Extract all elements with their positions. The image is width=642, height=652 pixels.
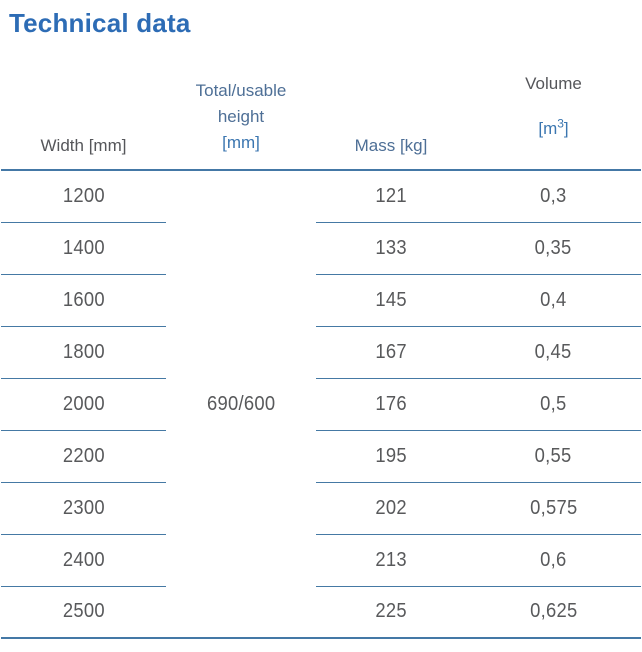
width-cell: 1800	[1, 326, 166, 379]
table-row: 2000 176 0,5	[1, 378, 641, 431]
volume-cell: 0,6	[466, 534, 641, 587]
width-cell: 2200	[1, 430, 166, 483]
table-row: 1800 167 0,45	[1, 326, 641, 379]
height-header-unit: [mm]	[222, 133, 260, 152]
column-header-volume: Volume [m3]	[466, 39, 641, 171]
width-cell: 1400	[1, 222, 166, 275]
column-header-height: Total/usable height [mm]	[166, 39, 316, 171]
table-row: 1400 133 0,35	[1, 222, 641, 275]
volume-cell: 0,4	[466, 274, 641, 327]
mass-cell: 202	[316, 482, 466, 535]
mass-cell: 213	[316, 534, 466, 587]
volume-cell: 0,45	[466, 326, 641, 379]
width-cell: 2000	[1, 378, 166, 431]
volume-cell: 0,3	[466, 170, 641, 223]
mass-cell: 176	[316, 378, 466, 431]
header-row: Width [mm] Total/usable height [mm] Mass…	[1, 39, 641, 171]
volume-unit-exponent: 3	[557, 116, 564, 131]
column-header-width: Width [mm]	[1, 39, 166, 171]
table-row: 2500 225 0,625	[1, 586, 641, 638]
width-cell: 2500	[62, 600, 105, 623]
volume-cell: 0,35	[466, 222, 641, 275]
volume-header-label: Volume	[525, 74, 582, 93]
mass-cell: 167	[316, 326, 466, 379]
technical-data-table: Width [mm] Total/usable height [mm] Mass…	[1, 39, 641, 639]
height-header-line1: Total/usable	[195, 81, 287, 100]
volume-header-unit: [m3]	[538, 116, 569, 138]
mass-cell: 225	[375, 600, 407, 623]
page-title: Technical data	[9, 8, 191, 38]
width-cell: 1200	[1, 170, 166, 223]
table-row: 2400 213 0,6	[1, 534, 641, 587]
mass-cell: 195	[316, 430, 466, 483]
mass-cell: 145	[316, 274, 466, 327]
volume-cell: 0,55	[466, 430, 641, 483]
mass-cell: 133	[316, 222, 466, 275]
table-row: 1600 145 0,4	[1, 274, 641, 327]
volume-cell: 0,575	[466, 482, 641, 535]
table-row: 2300 202 0,575	[1, 482, 641, 535]
width-cell: 1600	[1, 274, 166, 327]
table-row: 1200 690/600 121 0,3	[1, 170, 641, 415]
width-cell: 2300	[1, 482, 166, 535]
table-header: Width [mm] Total/usable height [mm] Mass…	[1, 39, 641, 171]
table-row: 2200 195 0,55	[1, 430, 641, 483]
mass-cell: 121	[316, 170, 466, 223]
column-header-mass: Mass [kg]	[316, 39, 466, 171]
height-header-line2: height	[217, 107, 265, 126]
volume-cell: 0,5	[466, 378, 641, 431]
table-body: 1200 690/600 121 0,3 1400 133 0,35 1600 …	[1, 170, 641, 638]
merged-height-cell: 690/600	[206, 392, 276, 415]
volume-cell: 0,625	[529, 600, 578, 623]
width-cell: 2400	[1, 534, 166, 587]
